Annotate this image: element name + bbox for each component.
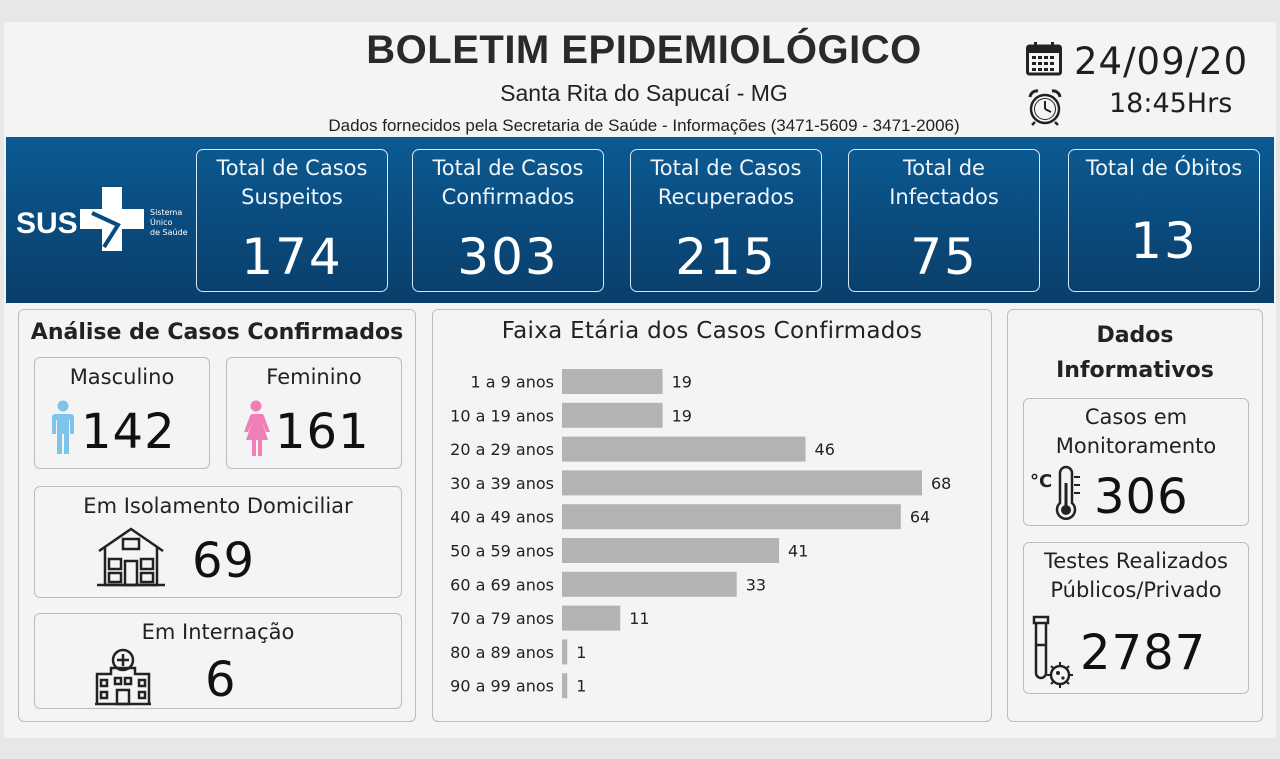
info-title-line1: Dados <box>1096 323 1174 348</box>
alarm-clock-icon <box>1028 89 1062 126</box>
bulletin-page: BOLETIM EPIDEMIOLÓGICO Santa Rita do Sap… <box>4 22 1276 738</box>
sus-logo-name-2: Único <box>150 216 173 227</box>
info-title-line2: Informativos <box>1056 358 1214 383</box>
info-panel: Dados Informativos Casos em Monitorament… <box>1007 309 1263 722</box>
age-bar <box>562 369 663 394</box>
bar-category-label: 60 a 69 anos <box>450 575 554 594</box>
city-name: Santa Rita do Sapucaí - MG <box>500 80 788 106</box>
bar-value-label: 46 <box>815 440 835 459</box>
male-person-icon <box>52 400 74 454</box>
sus-logo: SUS Sistema Único de Saúde <box>16 187 188 251</box>
bar-value-label: 1 <box>576 677 586 696</box>
age-bar <box>562 639 568 665</box>
bar-category-label: 1 a 9 anos <box>471 373 555 392</box>
stat-card-infected: Total de Infectados 75 <box>848 149 1040 292</box>
summary-band: SUS Sistema Único de Saúde Total de Caso… <box>6 137 1274 303</box>
bar-value-label: 64 <box>910 508 930 527</box>
tests-label-line1: Testes Realizados <box>1043 549 1228 573</box>
bar-category-label: 40 a 49 anos <box>450 508 554 527</box>
age-bar <box>562 470 922 496</box>
hospitalization-card: Em Internação 6 <box>34 613 402 709</box>
bar-value-label: 68 <box>931 474 951 493</box>
thermometer-icon: °C <box>1030 465 1080 520</box>
stat-label-line1: Total de Casos <box>432 156 584 180</box>
tests-card: Testes Realizados Públicos/Privado <box>1023 542 1249 694</box>
stat-card-recovered: Total de Casos Recuperados 215 <box>630 149 822 292</box>
bar-category-label: 50 a 59 anos <box>450 542 554 561</box>
chart-title: Faixa Etária dos Casos Confirmados <box>501 318 923 344</box>
age-chart-panel: Faixa Etária dos Casos Confirmados 1 a 9… <box>432 309 992 722</box>
bar-category-label: 90 a 99 anos <box>450 677 554 696</box>
bar-category-label: 70 a 79 anos <box>450 609 554 628</box>
stat-label-line2: Suspeitos <box>241 185 343 209</box>
male-count: 142 <box>81 404 176 460</box>
bar-value-label: 41 <box>788 542 808 561</box>
stat-label-line2: Confirmados <box>441 185 575 209</box>
male-label: Masculino <box>69 365 175 389</box>
hospitalization-label: Em Internação <box>141 620 295 644</box>
stat-card-confirmed: Total de Casos Confirmados 303 <box>412 149 604 292</box>
home-isolation-label: Em Isolamento Domiciliar <box>83 494 353 518</box>
bar-value-label: 19 <box>672 406 692 425</box>
monitoring-label-line2: Monitoramento <box>1055 434 1217 458</box>
panel-title: Análise de Casos Confirmados <box>30 320 404 345</box>
female-person-icon <box>244 400 270 456</box>
stat-value: 174 <box>241 228 343 286</box>
monitoring-label-line1: Casos em <box>1084 405 1188 429</box>
age-bar <box>562 673 568 699</box>
data-source-note: Dados fornecidos pela Secretaria de Saúd… <box>328 116 960 135</box>
monitoring-count: 306 <box>1094 469 1189 525</box>
age-bar <box>562 605 621 631</box>
stat-card-deaths: Total de Óbitos 13 <box>1068 149 1260 292</box>
bulletin-time: 18:45Hrs <box>1109 88 1233 119</box>
stat-card-suspected: Total de Casos Suspeitos 174 <box>196 149 388 292</box>
stat-value: 13 <box>1130 212 1198 270</box>
calendar-icon <box>1026 42 1062 76</box>
stat-label-line1: Total de <box>903 156 985 180</box>
stat-value: 303 <box>457 228 559 286</box>
stat-label-line1: Total de Casos <box>216 156 368 180</box>
svg-text:°C: °C <box>1030 471 1052 492</box>
stat-label-line2: Recuperados <box>657 185 795 209</box>
bar-value-label: 11 <box>629 609 649 628</box>
stat-value: 75 <box>910 228 978 286</box>
stat-value: 215 <box>675 228 777 286</box>
sus-logo-acronym: SUS <box>16 207 78 240</box>
test-tube-virus-icon <box>1032 615 1073 688</box>
bar-value-label: 19 <box>672 373 692 392</box>
home-isolation-count: 69 <box>192 533 256 589</box>
bulletin-title: BOLETIM EPIDEMIOLÓGICO <box>366 28 922 72</box>
male-card: Masculino 142 <box>34 357 210 469</box>
stat-label-line2: Infectados <box>889 185 999 209</box>
age-bar <box>562 538 780 563</box>
sus-logo-name-1: Sistema <box>150 208 182 217</box>
hospital-icon <box>95 648 151 706</box>
home-isolation-card: Em Isolamento Domiciliar 69 <box>34 486 402 598</box>
female-label: Feminino <box>266 365 362 389</box>
monitoring-card: Casos em Monitoramento °C 306 <box>1023 398 1249 526</box>
bar-category-label: 10 a 19 anos <box>450 406 554 425</box>
age-bar <box>562 436 806 462</box>
sus-logo-name-3: de Saúde <box>150 228 188 237</box>
female-count: 161 <box>275 404 370 460</box>
bar-value-label: 1 <box>576 643 586 662</box>
stat-label-line1: Total de Casos <box>650 156 802 180</box>
hospitalization-count: 6 <box>205 652 237 708</box>
bulletin-date: 24/09/20 <box>1074 40 1249 83</box>
bar-category-label: 30 a 39 anos <box>450 474 554 493</box>
confirmed-analysis-panel: Análise de Casos Confirmados Masculino 1… <box>18 309 416 722</box>
house-icon <box>97 527 165 587</box>
female-card: Feminino 161 <box>226 357 402 469</box>
bar-category-label: 80 a 89 anos <box>450 643 554 662</box>
age-bar <box>562 571 737 597</box>
age-bar-chart: 1 a 9 anos 19 10 a 19 anos 19 20 a 29 anos 46… <box>450 369 951 699</box>
age-bar <box>562 402 663 428</box>
age-bar <box>562 504 901 530</box>
tests-count: 2787 <box>1080 625 1207 681</box>
stat-label-line1: Total de Óbitos <box>1085 156 1243 180</box>
tests-label-line2: Públicos/Privado <box>1050 578 1222 602</box>
bar-category-label: 20 a 29 anos <box>450 440 554 459</box>
bar-value-label: 33 <box>746 575 766 594</box>
